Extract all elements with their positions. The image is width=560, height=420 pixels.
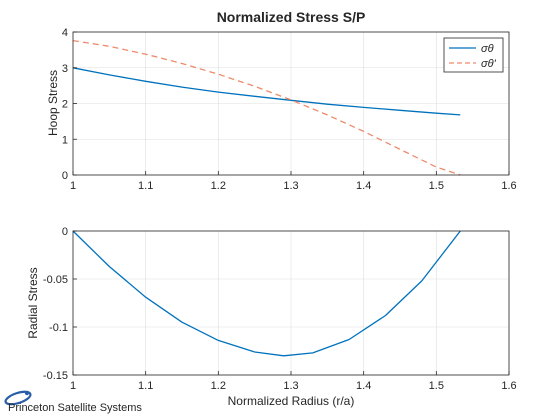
radial-x-tick-label: 1.4 — [356, 380, 371, 392]
hoop-x-tick-label: 1 — [70, 180, 76, 192]
hoop-x-tick-label: 1.1 — [138, 180, 153, 192]
hoop-y-tick-label: 3 — [62, 63, 68, 75]
radial-y-tick-label: -0.15 — [43, 370, 68, 382]
hoop-y-axis-label: Hoop Stress — [46, 70, 60, 136]
hoop-x-tick-label: 1.6 — [501, 180, 516, 192]
legend-label-sigma-theta-prime: σθ' — [481, 58, 497, 70]
x-axis-label: Normalized Radius (r/a) — [228, 394, 355, 408]
hoop-series-0-line — [72, 67, 461, 116]
radial-stress-axes: 1 1.1 1.2 1.3 1.4 1.5 1.6 0 -0.05 -0.1 -0.15 Radia… — [26, 226, 517, 408]
hoop-y-tick-label: 4 — [62, 27, 68, 39]
legend-box — [443, 37, 504, 73]
hoop-series-1-line — [72, 39, 461, 176]
radial-y-tick-label: -0.05 — [43, 274, 68, 286]
radial-x-tick-label: 1.5 — [429, 380, 444, 392]
radial-x-tick-label: 1.1 — [138, 380, 153, 392]
radial-x-tick-label: 1.6 — [501, 380, 516, 392]
radial-y-axis-label: Radial Stress — [26, 267, 40, 338]
legend-label-sigma-theta: σθ — [481, 43, 494, 55]
hoop-x-tick-label: 1.2 — [211, 180, 226, 192]
orbit-swoosh-icon — [4, 390, 32, 406]
radial-x-tick-label: 1 — [70, 380, 76, 392]
chart-title: Normalized Stress S/P — [217, 9, 366, 25]
radial-x-tick-label: 1.3 — [283, 380, 298, 392]
radial-y-tick-label: -0.1 — [49, 322, 68, 334]
hoop-y-tick-label: 2 — [62, 99, 68, 111]
radial-x-tick-label: 1.2 — [211, 380, 226, 392]
logo-text: Princeton Satellite Systems — [8, 402, 142, 414]
hoop-x-tick-label: 1.5 — [429, 180, 444, 192]
hoop-y-tick-label: 1 — [62, 134, 68, 146]
hoop-x-tick-label: 1.4 — [356, 180, 371, 192]
hoop-y-tick-label: 0 — [62, 170, 68, 182]
hoop-x-tick-label: 1.3 — [283, 180, 298, 192]
radial-y-tick-label: 0 — [62, 226, 68, 238]
princeton-satellite-systems-logo: Princeton Satellite Systems — [4, 390, 142, 414]
legend: σθ σθ' — [443, 37, 504, 73]
satellite-dot-icon — [24, 390, 30, 396]
radial-series-0-line — [72, 230, 461, 357]
